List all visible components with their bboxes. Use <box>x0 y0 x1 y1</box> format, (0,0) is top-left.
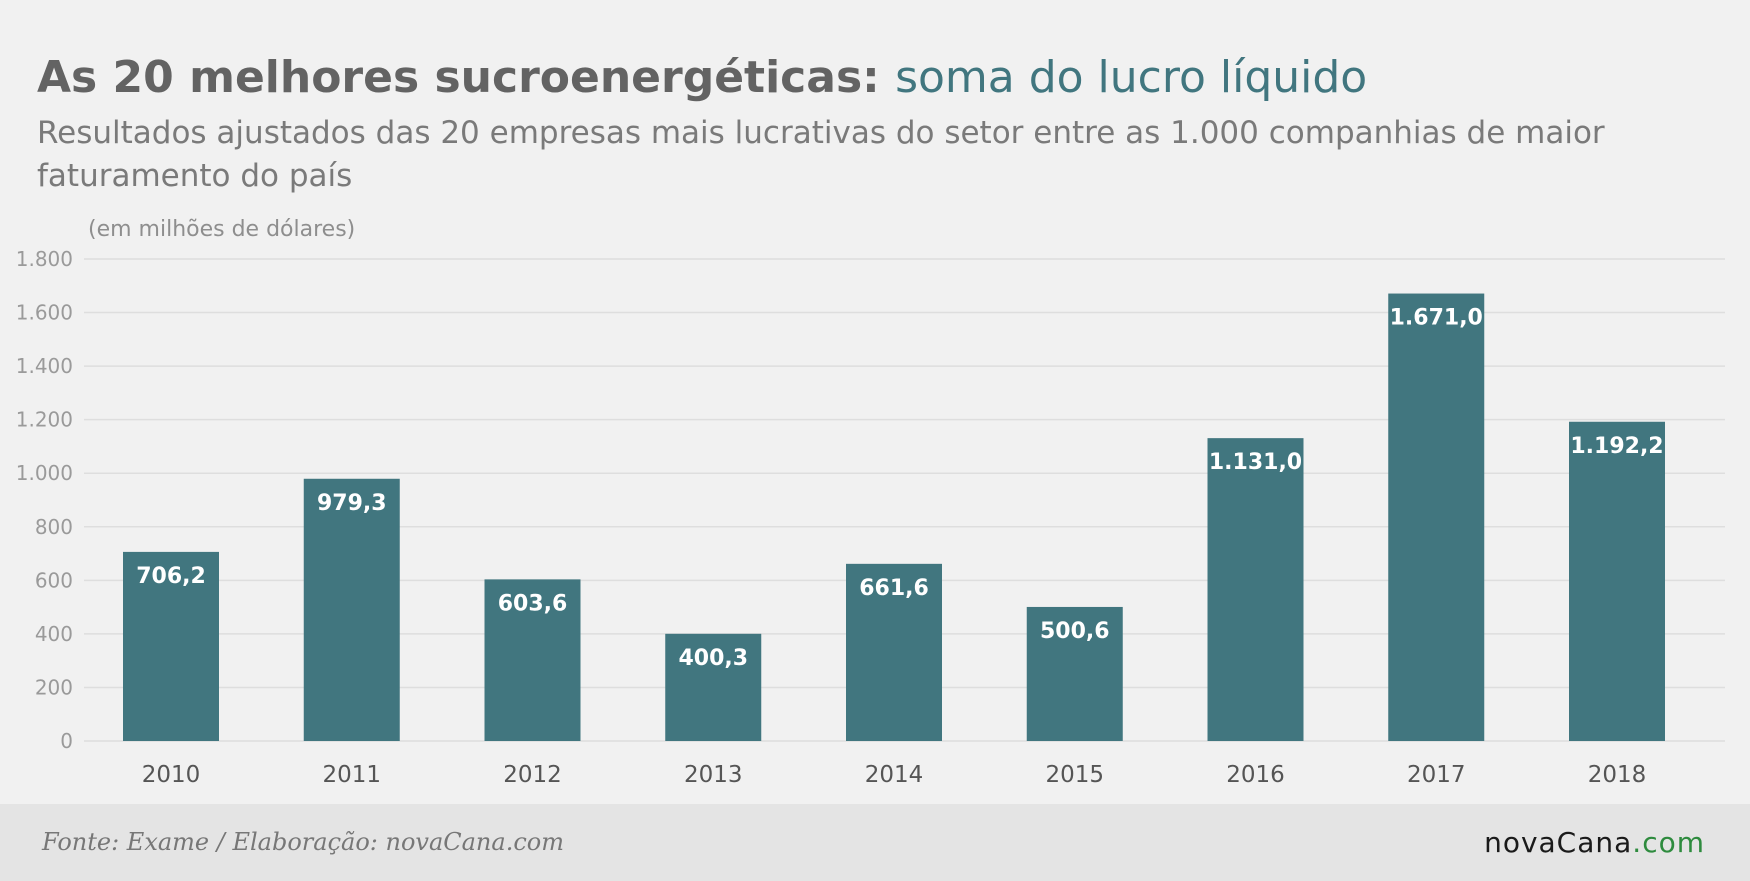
bar <box>303 478 400 741</box>
y-tick-label: 0 <box>60 729 73 753</box>
y-tick-label: 1.600 <box>16 301 73 325</box>
y-axis-ticks: 0 200 400 600 800 1.000 1.200 1.400 1.600 1.800 <box>16 247 73 753</box>
title-main: As 20 melhores sucroenergéticas: <box>37 52 880 103</box>
x-tick-label: 2011 <box>322 762 381 788</box>
y-tick-label: 400 <box>35 622 73 646</box>
x-tick-label: 2010 <box>142 762 201 788</box>
novacana-logo: novaCana.com <box>1484 826 1705 859</box>
chart-title: As 20 melhores sucroenergéticas: soma do… <box>37 48 1697 108</box>
bar-chart: 0 200 400 600 800 1.000 1.200 1.400 1.600 1.800 7… <box>16 247 1725 788</box>
data-label: 1.671,0 <box>1390 306 1483 331</box>
y-tick-label: 200 <box>35 675 73 699</box>
bar <box>123 551 219 741</box>
x-axis-ticks: 2010 2011 2012 2013 2014 2015 2016 2017 2018 <box>142 762 1647 788</box>
y-tick-label: 1.800 <box>16 247 73 271</box>
chart-header: As 20 melhores sucroenergéticas: soma do… <box>37 48 1697 198</box>
bar <box>1569 421 1665 741</box>
bar <box>665 633 762 741</box>
logo-suffix: .com <box>1632 826 1705 859</box>
title-accent: soma do lucro líquido <box>895 52 1368 103</box>
bar <box>1388 293 1485 741</box>
x-tick-label: 2012 <box>503 762 562 788</box>
x-tick-label: 2013 <box>684 762 743 788</box>
x-tick-label: 2016 <box>1226 762 1285 788</box>
x-tick-label: 2014 <box>865 762 924 788</box>
data-label: 661,6 <box>859 576 929 601</box>
data-label: 979,3 <box>317 491 387 516</box>
data-label: 706,2 <box>136 564 206 589</box>
data-label: 1.192,2 <box>1570 434 1663 459</box>
chart-subtitle: Resultados ajustados das 20 empresas mai… <box>37 115 1605 194</box>
x-tick-label: 2015 <box>1045 762 1104 788</box>
y-tick-label: 800 <box>35 515 73 539</box>
x-tick-label: 2017 <box>1407 762 1466 788</box>
bar <box>484 579 581 741</box>
y-tick-label: 1.400 <box>16 354 73 378</box>
data-label: 603,6 <box>498 591 568 616</box>
x-tick-label: 2018 <box>1588 762 1647 788</box>
data-label: 400,3 <box>678 646 748 671</box>
bar <box>1026 606 1123 741</box>
y-tick-label: 600 <box>35 568 73 592</box>
unit-label: (em milhões de dólares) <box>88 217 356 242</box>
y-tick-label: 1.200 <box>16 408 73 432</box>
footer: Fonte: Exame / Elaboração: novaCana.com … <box>0 804 1750 881</box>
y-tick-label: 1.000 <box>16 461 73 485</box>
data-label: 1.131,0 <box>1209 450 1302 475</box>
logo-main: novaCana <box>1484 826 1633 859</box>
data-label: 500,6 <box>1040 619 1110 644</box>
bars <box>123 293 1665 741</box>
bar <box>846 563 942 741</box>
source-note: Fonte: Exame / Elaboração: novaCana.com <box>42 828 564 856</box>
bar <box>1207 438 1304 741</box>
data-labels: 706,2 979,3 603,6 400,3 661,6 500,6 1.131,0 1.6… <box>136 306 1663 671</box>
